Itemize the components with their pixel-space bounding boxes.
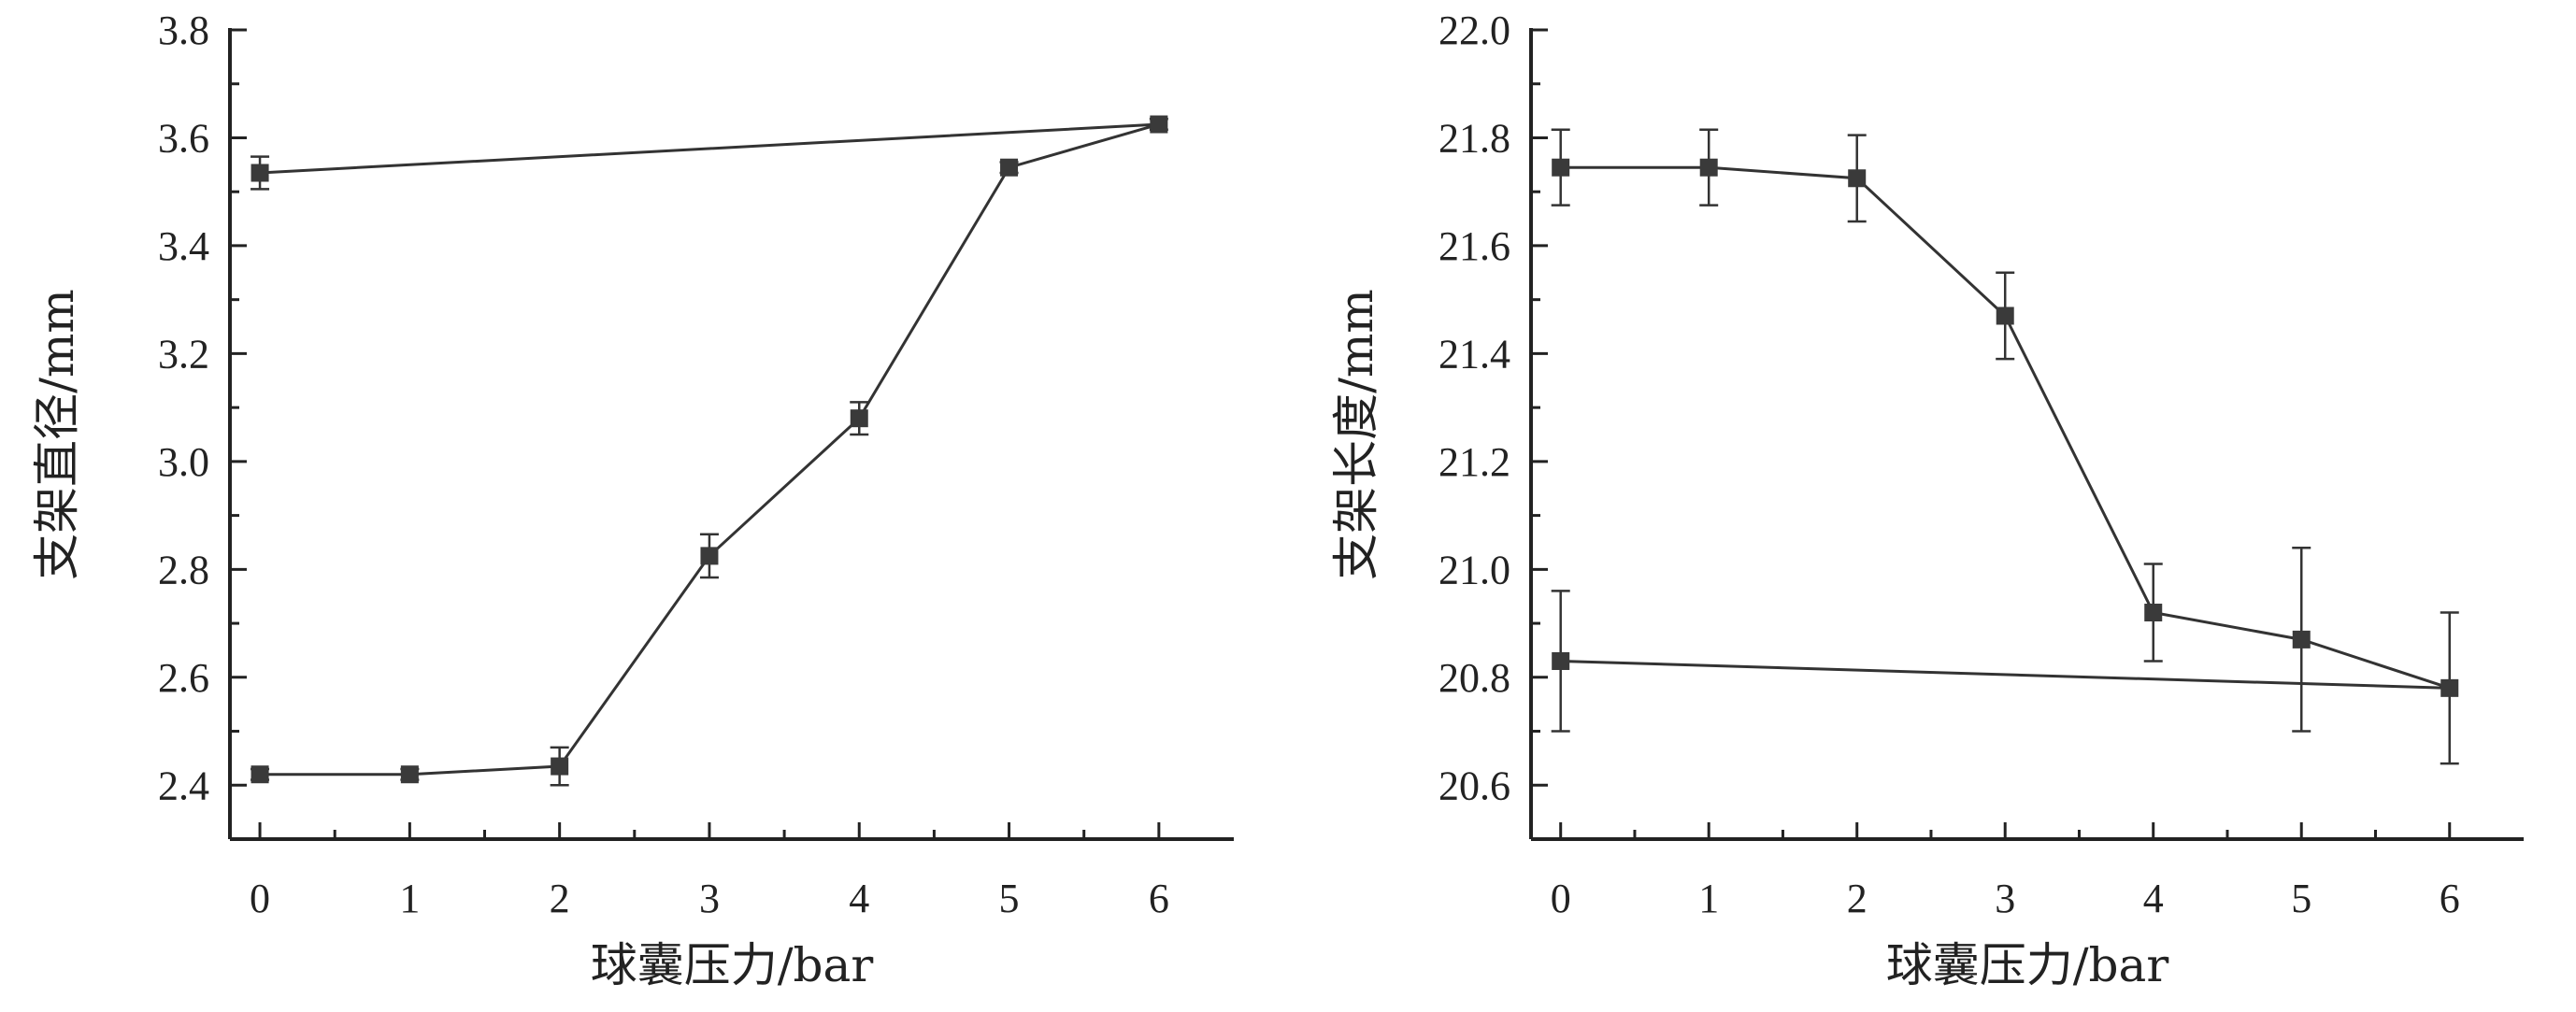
data-point — [1552, 158, 1570, 177]
y-tick-label: 2.4 — [158, 763, 209, 808]
x-tick-label: 3 — [699, 876, 720, 921]
y-tick-label: 3.2 — [158, 331, 209, 377]
data-point — [1996, 306, 2014, 325]
y-tick-label: 3.8 — [158, 7, 209, 53]
data-point — [1000, 158, 1019, 177]
x-tick-label: 1 — [1698, 876, 1719, 921]
chart-panel-2: 20.6 20.8 21.0 21.2 21.4 21.6 21.8 22.0 0 1 2 3 4 5 6 球… — [1329, 7, 2524, 992]
data-point — [400, 765, 419, 784]
y-tick-label: 3.4 — [158, 223, 209, 269]
y-tick-label: 3.6 — [158, 115, 209, 161]
x-tick-label: 0 — [1551, 876, 1571, 921]
y-tick-label: 2.8 — [158, 547, 209, 592]
x-axis-title: 球囊压力/bar — [591, 938, 874, 992]
y-tick-label: 3.0 — [158, 439, 209, 485]
y-tick-label: 21.8 — [1438, 115, 1510, 161]
x-tick-label: 4 — [2143, 876, 2164, 921]
x-tick-label: 2 — [1847, 876, 1868, 921]
y-tick-label: 21.6 — [1438, 223, 1510, 269]
y-axis-title: 支架长度/mm — [1329, 289, 1383, 580]
data-point — [551, 757, 569, 776]
y-axis-title: 支架直径/mm — [30, 289, 84, 580]
data-point — [2440, 678, 2459, 697]
series-line — [259, 122, 1160, 777]
x-tick-label: 3 — [1995, 876, 2015, 921]
x-tick-label: 6 — [2440, 876, 2460, 921]
x-tick-label: 0 — [250, 876, 270, 921]
y-tick-label: 21.4 — [1438, 331, 1510, 377]
y-tick-label: 21.0 — [1438, 547, 1510, 592]
data-point — [1150, 115, 1168, 134]
y-tick-label: 2.6 — [158, 655, 209, 701]
x-axis-title: 球囊压力/bar — [1886, 938, 2169, 992]
data-point — [1848, 169, 1867, 188]
y-tick-label: 20.6 — [1438, 763, 1510, 808]
y-tick-label: 20.8 — [1438, 655, 1510, 701]
x-tick-label: 4 — [849, 876, 869, 921]
data-point — [2292, 630, 2311, 649]
data-point — [1699, 158, 1718, 177]
data-point — [2144, 604, 2163, 622]
x-tick-label: 5 — [999, 876, 1020, 921]
data-point — [850, 409, 868, 428]
x-tick-label: 6 — [1149, 876, 1169, 921]
data-point — [250, 164, 269, 182]
x-tick-label: 1 — [399, 876, 420, 921]
y-tick-label: 21.2 — [1438, 439, 1510, 485]
y-tick-label: 22.0 — [1438, 7, 1510, 53]
data-point — [250, 765, 269, 784]
x-tick-label: 5 — [2291, 876, 2311, 921]
x-tick-label: 2 — [550, 876, 570, 921]
data-point — [1552, 651, 1570, 670]
data-point — [700, 547, 719, 565]
chart-panel-1: 2.4 2.6 2.8 3.0 3.2 3.4 3.6 3.8 0 1 2 3 4 5 6 球囊压力/bar 支… — [30, 7, 1234, 992]
series-line — [1560, 165, 2451, 690]
